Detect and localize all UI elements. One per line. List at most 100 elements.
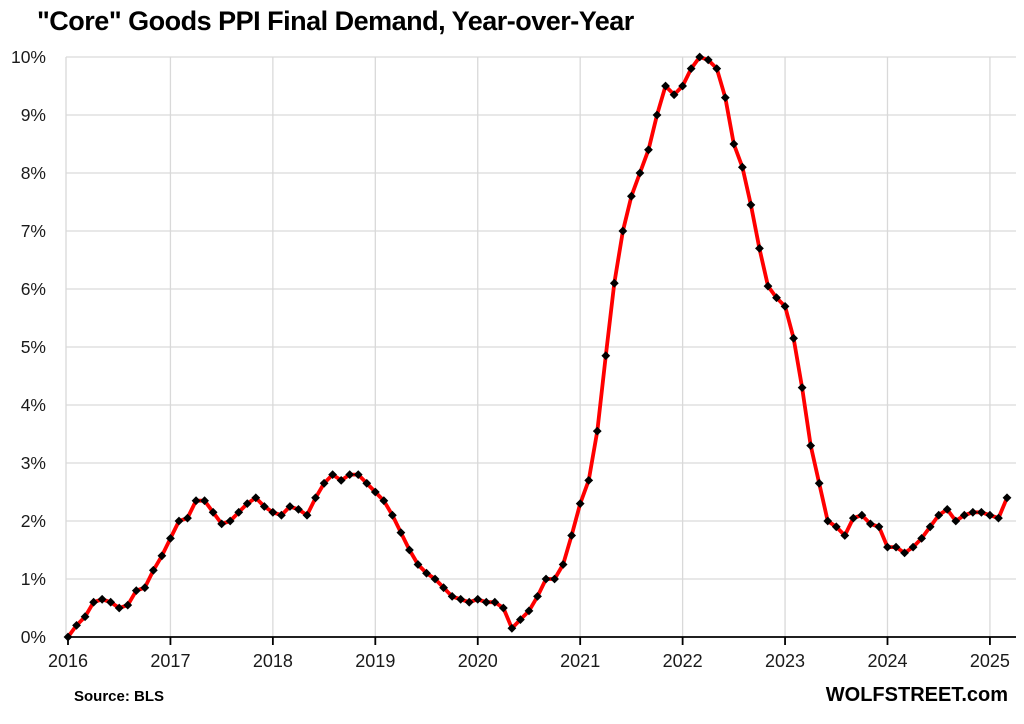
data-point-marker xyxy=(63,632,73,642)
data-point-marker xyxy=(131,586,141,595)
data-point-marker xyxy=(268,507,278,517)
data-point-markers xyxy=(63,52,1012,642)
data-point-marker xyxy=(456,594,466,604)
data-point-marker xyxy=(942,505,952,514)
data-point-marker xyxy=(737,162,747,172)
data-point-marker xyxy=(669,90,679,100)
data-point-marker xyxy=(294,505,303,514)
x-axis-tick-label: 2016 xyxy=(48,651,88,671)
data-point-marker xyxy=(345,470,355,479)
data-point-marker xyxy=(934,510,944,520)
data-point-marker xyxy=(797,383,807,392)
data-point-marker xyxy=(516,615,525,624)
data-point-marker xyxy=(439,583,448,593)
chart-title: "Core" Goods PPI Final Demand, Year-over… xyxy=(37,6,634,36)
y-axis-tick-label: 3% xyxy=(21,453,46,473)
y-axis-tick-label: 8% xyxy=(21,163,46,183)
data-point-marker xyxy=(97,594,107,604)
data-point-marker xyxy=(592,426,602,436)
x-axis-tick-label: 2020 xyxy=(458,651,498,671)
data-point-marker xyxy=(994,513,1003,523)
data-point-marker xyxy=(635,168,645,178)
data-point-marker xyxy=(302,510,312,520)
data-point-marker xyxy=(353,470,363,479)
y-axis-tick-label: 1% xyxy=(21,569,46,589)
data-point-marker xyxy=(959,510,969,520)
data-point-marker xyxy=(447,592,457,601)
x-axis-tick-label: 2019 xyxy=(355,651,395,671)
data-point-marker xyxy=(823,516,833,526)
data-point-marker xyxy=(814,478,824,488)
data-point-marker xyxy=(174,516,184,526)
data-point-marker xyxy=(900,548,909,558)
data-point-marker xyxy=(89,597,99,607)
x-axis-tick-label: 2021 xyxy=(560,651,600,671)
data-point-marker xyxy=(806,441,816,450)
data-point-marker xyxy=(200,496,209,506)
data-point-marker xyxy=(336,476,346,485)
data-point-marker xyxy=(985,510,995,520)
y-axis-tick-label: 2% xyxy=(21,511,46,531)
data-point-marker xyxy=(720,93,730,102)
data-point-marker xyxy=(891,542,901,552)
data-point-marker xyxy=(703,55,713,65)
data-point-marker xyxy=(72,621,81,630)
data-point-marker xyxy=(464,597,474,607)
data-point-marker xyxy=(729,139,739,149)
data-point-marker xyxy=(695,52,705,62)
data-point-marker xyxy=(285,502,295,511)
data-point-marker xyxy=(763,281,773,291)
x-axis-tick-label: 2025 xyxy=(970,651,1010,671)
y-axis-tick-label: 5% xyxy=(21,337,46,357)
data-point-marker xyxy=(481,597,491,607)
data-point-marker xyxy=(976,507,986,517)
data-point-marker xyxy=(840,531,850,540)
data-point-marker xyxy=(533,592,542,601)
data-point-marker xyxy=(712,64,722,73)
data-point-marker xyxy=(661,81,670,91)
data-point-marker xyxy=(191,496,201,506)
data-point-marker xyxy=(413,560,423,569)
data-point-marker xyxy=(148,565,158,575)
data-point-marker xyxy=(473,594,483,604)
y-axis-tick-label: 4% xyxy=(21,395,46,415)
data-point-marker xyxy=(123,600,133,610)
data-point-marker xyxy=(251,493,261,503)
data-point-marker xyxy=(157,551,167,561)
data-point-marker xyxy=(140,583,150,593)
data-point-marker xyxy=(601,351,611,361)
y-axis-tick-label: 6% xyxy=(21,279,46,299)
data-point-marker xyxy=(866,519,875,529)
data-point-marker xyxy=(507,623,517,633)
data-point-marker xyxy=(106,597,116,607)
x-axis-tick-label: 2023 xyxy=(765,651,805,671)
data-point-marker xyxy=(755,244,764,253)
data-point-marker xyxy=(225,516,235,526)
data-point-marker xyxy=(319,478,329,488)
data-point-marker xyxy=(772,293,781,303)
data-point-marker xyxy=(652,110,662,120)
data-point-marker xyxy=(370,487,380,497)
data-point-marker xyxy=(558,560,568,569)
data-point-marker xyxy=(405,545,414,555)
data-point-marker xyxy=(259,502,269,511)
data-point-marker xyxy=(524,606,534,616)
data-point-marker xyxy=(379,496,389,506)
x-axis-tick-label: 2018 xyxy=(253,651,293,671)
data-point-marker xyxy=(541,574,551,584)
data-point-marker xyxy=(618,226,628,236)
data-point-marker xyxy=(686,64,696,73)
data-point-marker xyxy=(183,513,192,523)
data-point-marker xyxy=(917,534,927,543)
data-point-marker xyxy=(422,568,431,578)
data-point-marker xyxy=(550,574,559,584)
data-point-marker xyxy=(114,603,124,613)
data-point-marker xyxy=(883,542,892,552)
x-axis-tick-label: 2022 xyxy=(663,651,703,671)
data-point-marker xyxy=(208,507,218,517)
data-point-marker xyxy=(848,513,858,523)
data-point-marker xyxy=(857,510,867,520)
data-point-marker xyxy=(644,145,653,155)
data-point-marker xyxy=(789,333,798,343)
